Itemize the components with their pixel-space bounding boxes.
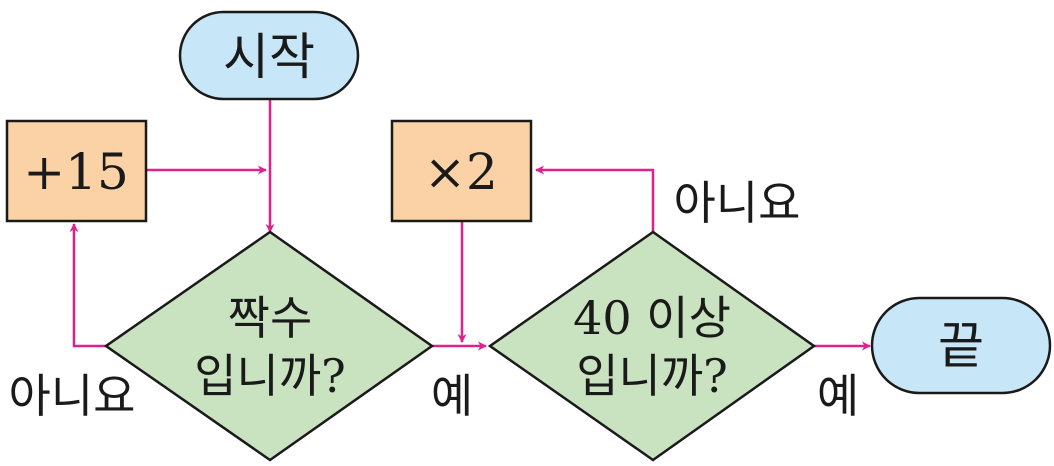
end-label: 끝: [938, 317, 984, 375]
threshold-question-line-1: 40 이상: [573, 291, 731, 345]
end-terminal: [870, 296, 1052, 395]
start-terminal: [178, 10, 360, 101]
even-question-line-2: 입니까?: [194, 349, 346, 403]
multiply-2-label: ×2: [424, 143, 498, 201]
add-15-label: +15: [23, 143, 129, 201]
threshold-yes-label: 예: [817, 369, 859, 423]
threshold-no-label: 아니요: [674, 176, 801, 230]
even-question-line-1: 짝수: [228, 291, 313, 345]
threshold-decision-diamond: [487, 230, 817, 462]
start-label: 시작: [223, 28, 315, 86]
threshold-question-line-2: 입니까?: [576, 349, 728, 403]
even-no-label: 아니요: [9, 369, 136, 423]
arrow-threshold-no-to-multiply: [535, 165, 655, 232]
add-15-box: [5, 119, 148, 223]
multiply-2-box: [390, 119, 533, 223]
arrow-even-no-to-add: [69, 223, 106, 348]
even-decision-diamond: [103, 230, 435, 462]
even-yes-label: 예: [431, 369, 473, 423]
